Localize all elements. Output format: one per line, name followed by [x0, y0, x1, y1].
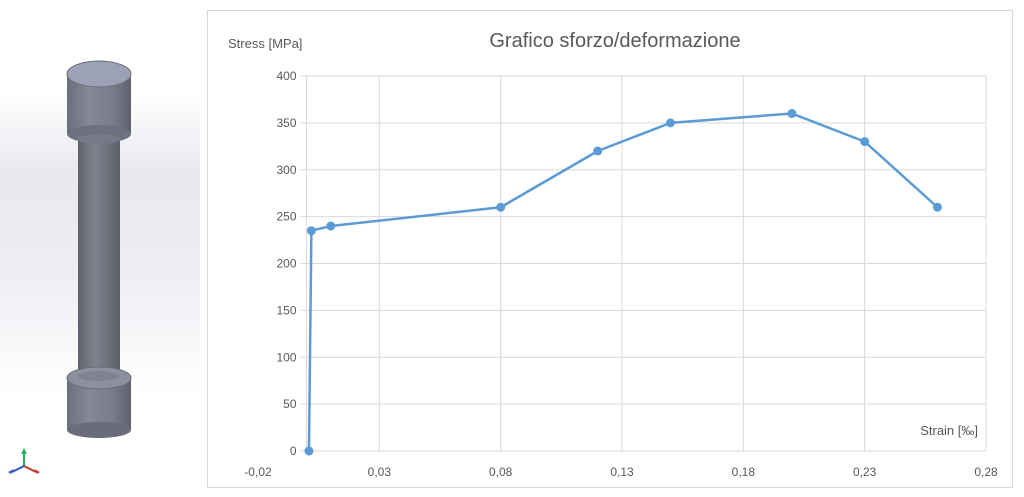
- x-tick-label: 0,08: [489, 465, 513, 479]
- specimen-shaft: [78, 138, 120, 376]
- y-tick-label: 200: [277, 257, 297, 271]
- x-tick-label: 0,23: [853, 465, 877, 479]
- y-tick-label: 400: [277, 69, 297, 83]
- x-tick-label: -0,02: [244, 465, 272, 479]
- x-tick-label: 0,18: [732, 465, 756, 479]
- specimen-model-view: [0, 0, 200, 497]
- y-tick-label: 350: [277, 116, 297, 130]
- axis-triad-icon: [8, 448, 40, 474]
- x-tick-label: 0,13: [610, 465, 634, 479]
- y-tick-label: 150: [277, 303, 297, 317]
- specimen-model-illustration: [8, 60, 132, 474]
- y-tick-label: 250: [277, 210, 297, 224]
- x-axis-label: Strain [‰]: [920, 423, 978, 438]
- y-tick-label: 0: [290, 444, 297, 458]
- x-tick-label: 0,03: [368, 465, 392, 479]
- chart-title: Grafico sforzo/deformazione: [489, 30, 741, 52]
- plot-area: 0 50 100 150 200 250 300 350 400 -0,02 0,03 0,08 0,1…: [244, 69, 998, 479]
- data-point-marker: [496, 202, 506, 212]
- data-point-marker: [860, 137, 870, 147]
- y-tick-label: 300: [277, 163, 297, 177]
- y-tick-label: 100: [277, 350, 297, 364]
- data-point-marker: [306, 226, 316, 236]
- data-point-marker: [666, 118, 676, 128]
- data-point-marker: [304, 446, 314, 456]
- data-point-marker: [593, 146, 603, 156]
- specimen-bottom-grip: [66, 366, 132, 438]
- data-point-marker: [932, 202, 942, 212]
- y-axis-label: Stress [MPa]: [228, 36, 303, 51]
- data-point-marker: [326, 221, 336, 231]
- y-tick-label: 50: [283, 397, 297, 411]
- specimen-top-grip: [66, 60, 132, 144]
- data-point-marker: [787, 109, 797, 118]
- stress-strain-chart: Grafico sforzo/deformazione Stress [MPa]…: [207, 10, 1013, 488]
- x-tick-label: 0,28: [974, 465, 998, 479]
- series-line: [307, 112, 939, 452]
